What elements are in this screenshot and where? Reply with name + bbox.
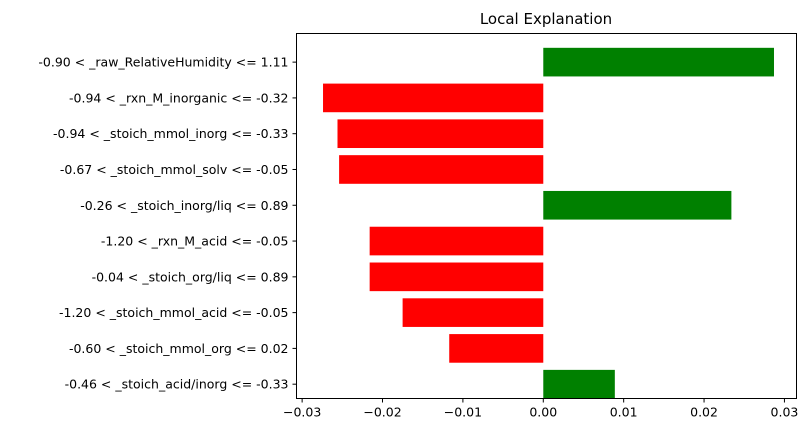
y-tick-label-2: -0.94 < _stoich_mmol_inorg <= -0.33 <box>53 126 288 141</box>
y-tick-label-0: -0.90 < _raw_RelativeHumidity <= 1.11 <box>38 55 288 70</box>
bar-2 <box>337 119 544 149</box>
x-tick-label-4: 0.01 <box>610 405 638 420</box>
x-tick-label-5: 0.02 <box>690 405 718 420</box>
x-tick-label-2: −0.01 <box>444 405 482 420</box>
bar-3 <box>339 155 544 184</box>
y-tick-label-9: -0.46 < _stoich_acid/inorg <= -0.33 <box>65 377 289 392</box>
x-axis: −0.03 −0.02 −0.01 0.00 0.01 0.02 0.03 <box>283 398 799 420</box>
bar-4 <box>543 190 732 220</box>
bar-6 <box>369 262 544 292</box>
chart-title: Local Explanation <box>480 10 612 28</box>
bar-1 <box>323 83 544 113</box>
y-tick-label-3: -0.67 < _stoich_mmol_solv <= -0.05 <box>60 162 289 177</box>
y-tick-label-8: -0.60 < _stoich_mmol_org <= 0.02 <box>69 341 289 356</box>
bar-0 <box>543 47 774 77</box>
bar-8 <box>449 334 544 363</box>
plot-frame <box>296 33 797 399</box>
y-axis: -0.90 < _raw_RelativeHumidity <= 1.11 -0.… <box>38 55 297 392</box>
y-tick-label-4: -0.26 < _stoich_inorg/liq <= 0.89 <box>80 198 288 213</box>
y-tick-label-5: -1.20 < _rxn_M_acid <= -0.05 <box>101 234 289 249</box>
x-tick-label-6: 0.03 <box>771 405 799 420</box>
x-tick-label-1: −0.02 <box>363 405 401 420</box>
bars-group <box>323 47 774 399</box>
y-tick-label-6: -0.04 < _stoich_org/liq <= 0.89 <box>92 269 289 284</box>
x-tick-label-0: −0.03 <box>283 405 321 420</box>
y-tick-label-7: -1.20 < _stoich_mmol_acid <= -0.05 <box>59 305 289 320</box>
bar-9 <box>543 369 615 399</box>
bar-7 <box>402 298 544 327</box>
y-tick-label-1: -0.94 < _rxn_M_inorganic <= -0.32 <box>69 90 288 105</box>
bar-5 <box>369 226 544 256</box>
x-tick-label-3: 0.00 <box>529 405 557 420</box>
